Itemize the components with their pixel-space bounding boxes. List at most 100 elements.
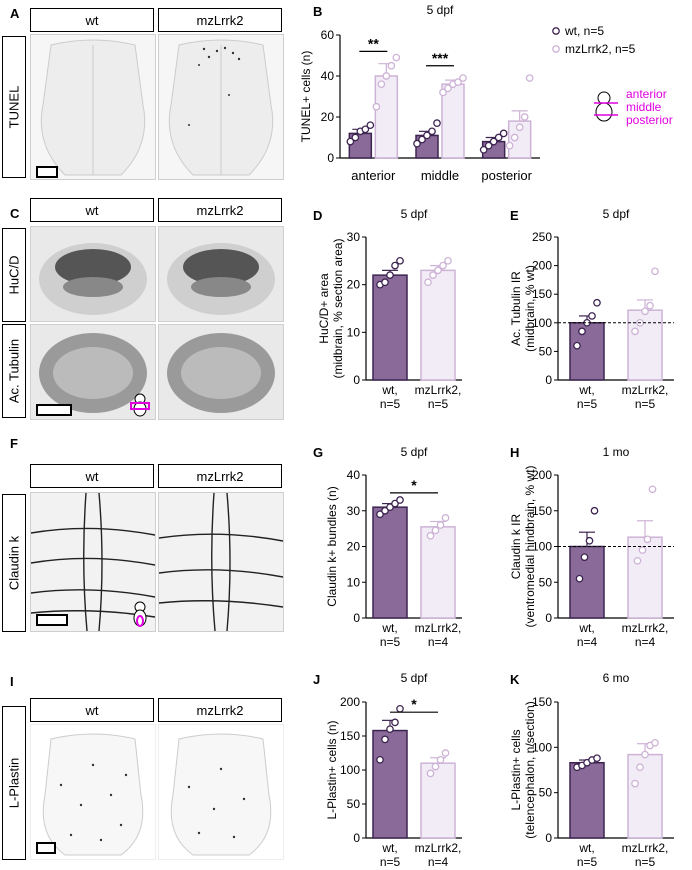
- x-tick-label-E: wt,: [578, 383, 594, 397]
- data-point-G-0: [386, 503, 394, 512]
- micro-image-wt-tunel: [30, 34, 156, 180]
- data-point-D-0: [391, 261, 399, 270]
- side-label-hucd: HuC/D: [2, 228, 26, 322]
- x-tick-label-K: mzLrrk2,: [622, 841, 669, 855]
- data-point-B-mz-2: [525, 74, 534, 82]
- micro-image-mz-actubulin: [158, 324, 284, 420]
- x-tick-label-H-n: n=4: [577, 635, 598, 649]
- chart-title-K: 6 mo: [603, 671, 630, 685]
- y-tick-label-E: 100: [532, 316, 552, 330]
- y-tick-label-B: 0: [327, 151, 334, 165]
- panel-letter-g: G: [313, 445, 323, 460]
- micro-image-mz-lplastin: [158, 724, 284, 860]
- significance-label-B: **: [368, 35, 379, 51]
- data-point-K-1: [641, 750, 649, 759]
- data-point-B-mz-0: [392, 53, 401, 62]
- y-tick-label-H: 200: [532, 468, 552, 482]
- y-tick-label-J: 150: [340, 729, 360, 743]
- x-tick-label-D: mzLrrk2,: [415, 383, 462, 397]
- data-point-B-wt-2: [479, 145, 488, 154]
- data-point-D-1: [424, 278, 432, 287]
- data-point-E-0: [573, 341, 581, 350]
- y-tick-label-E: 200: [532, 259, 552, 273]
- y-axis-label-E-line2: (midbrain, % wt): [523, 265, 537, 352]
- data-point-B-wt-1: [428, 127, 436, 136]
- panel-letter-j: J: [313, 672, 320, 687]
- chart-title-D: 5 dpf: [401, 207, 428, 221]
- panel-letter-a: A: [10, 6, 20, 21]
- data-point-B-wt-0: [361, 125, 370, 134]
- y-axis-label-D: HuC/D+ area: [317, 273, 331, 344]
- y-tick-label-H: 150: [532, 504, 552, 518]
- x-tick-label-D-n: n=5: [428, 397, 449, 411]
- y-tick-label-K: 0: [545, 831, 552, 845]
- region-inset-head: [597, 91, 611, 105]
- x-tick-label-H-n: n=4: [635, 635, 656, 649]
- chart-title-E: 5 dpf: [603, 207, 630, 221]
- data-point-D-1: [439, 261, 447, 270]
- scale-bar-a: [36, 166, 58, 178]
- chart-title-B: 5 dpf: [427, 3, 454, 17]
- bar-K-1: [627, 753, 663, 839]
- y-tick-label-D: 0: [353, 373, 360, 387]
- data-point-E-1: [641, 307, 649, 316]
- data-point-H-0: [590, 506, 599, 515]
- y-tick-label-G: 40: [347, 468, 361, 482]
- data-point-B-wt-0: [346, 137, 355, 146]
- y-tick-label-B: 60: [321, 28, 335, 42]
- panel-letter-h: H: [510, 445, 519, 460]
- data-point-D-0: [386, 271, 394, 279]
- data-point-H-1: [643, 535, 652, 544]
- data-point-B-mz-2: [520, 113, 529, 121]
- panel-letter-f: F: [10, 436, 18, 451]
- legend-label-wt: wt, n=5: [564, 24, 604, 38]
- y-tick-label-D: 30: [347, 230, 361, 244]
- x-tick-label-D-n: n=5: [380, 397, 401, 411]
- y-tick-label-E: 150: [532, 287, 552, 301]
- y-tick-label-H: 50: [539, 575, 553, 589]
- y-axis-label-D-line2: (midbrain, % section area): [331, 238, 345, 378]
- data-point-B-mz-1: [459, 74, 467, 82]
- y-tick-label-E: 0: [545, 373, 552, 387]
- x-tick-label-B: posterior: [481, 168, 532, 183]
- data-point-D-1: [429, 271, 437, 279]
- label-mz-c: mzLrrk2: [158, 198, 282, 222]
- y-tick-label-G: 30: [347, 504, 361, 518]
- label-mz-i: mzLrrk2: [158, 698, 282, 722]
- y-tick-label-D: 20: [347, 278, 361, 292]
- data-point-E-0: [588, 312, 596, 320]
- data-point-J-1: [441, 749, 450, 757]
- micro-image-wt-hucd: [30, 226, 156, 322]
- y-tick-label-G: 10: [347, 575, 361, 589]
- x-tick-label-H: mzLrrk2,: [622, 621, 669, 635]
- x-tick-label-E: mzLrrk2,: [622, 383, 669, 397]
- data-point-G-0: [376, 510, 384, 519]
- x-tick-label-G: mzLrrk2,: [415, 621, 462, 635]
- data-point-B-mz-2: [510, 133, 519, 142]
- data-point-B-wt-1: [433, 119, 441, 128]
- bar-H-0: [569, 545, 605, 619]
- label-mz-f: mzLrrk2: [158, 464, 282, 488]
- scale-bar-c: [36, 404, 72, 416]
- data-point-K-0: [593, 754, 601, 763]
- data-point-B-mz-1: [454, 78, 462, 87]
- micro-image-mz-tunel: [158, 34, 284, 180]
- region-inset-body: [595, 102, 613, 122]
- x-tick-label-G: wt,: [381, 621, 397, 635]
- region-label-middle: middle: [626, 100, 662, 114]
- data-point-G-0: [391, 499, 399, 508]
- side-label-actubulin: Ac. Tubulin: [2, 324, 26, 418]
- x-tick-label-G-n: n=5: [380, 635, 401, 649]
- x-tick-label-E-n: n=5: [577, 397, 598, 411]
- data-point-B-mz-2: [505, 141, 514, 150]
- significance-label-J: *: [411, 696, 417, 712]
- panel-letter-e: E: [510, 208, 519, 223]
- y-tick-label-H: 100: [532, 540, 552, 554]
- x-tick-label-B: middle: [421, 168, 459, 183]
- x-tick-label-K-n: n=5: [635, 855, 656, 869]
- x-tick-label-K: wt,: [578, 841, 594, 855]
- data-point-G-1: [426, 531, 435, 540]
- data-point-B-mz-0: [382, 72, 391, 80]
- y-tick-label-G: 0: [353, 611, 360, 625]
- data-point-K-1: [631, 779, 639, 788]
